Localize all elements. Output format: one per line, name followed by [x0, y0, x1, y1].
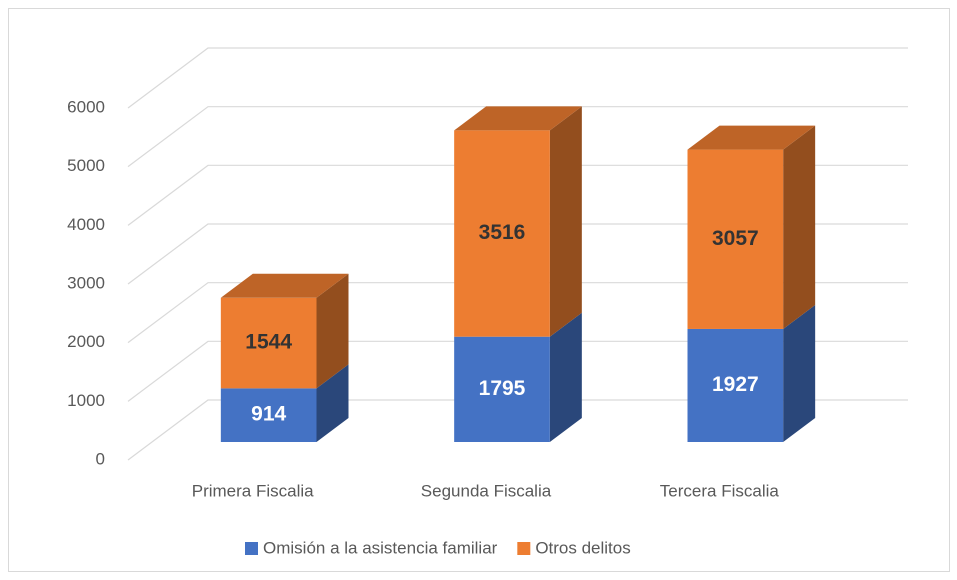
- y-tick-label: 2000: [67, 332, 105, 351]
- y-tick-label: 5000: [67, 156, 105, 175]
- data-label: 914: [251, 403, 286, 426]
- grid-line: [127, 282, 908, 344]
- bar: [687, 149, 784, 329]
- bar: [687, 328, 784, 442]
- bar-side: [316, 364, 349, 442]
- x-tick-label: Primera Fiscalia: [192, 481, 314, 500]
- bar: [454, 130, 550, 337]
- grid-line: [127, 399, 908, 461]
- bar-side: [783, 125, 816, 329]
- y-tick-label: 1000: [67, 391, 105, 410]
- bar-top: [454, 106, 582, 131]
- bar-top: [220, 273, 349, 298]
- legend-label: Otros delitos: [535, 538, 630, 557]
- bar-side: [316, 273, 349, 389]
- grid-line: [127, 164, 908, 226]
- bar-top: [687, 125, 816, 150]
- data-label: 1927: [712, 373, 759, 396]
- grid-line: [127, 223, 908, 285]
- bar-side: [549, 106, 582, 337]
- grid-line: [127, 106, 908, 168]
- bar: [220, 388, 317, 442]
- x-tick-label: Tercera Fiscalia: [660, 481, 780, 500]
- data-label: 1544: [245, 331, 292, 354]
- y-tick-label: 6000: [67, 97, 105, 116]
- y-tick-label: 4000: [67, 215, 105, 234]
- data-label: 3057: [712, 227, 759, 250]
- x-tick-label: Segunda Fiscalia: [421, 481, 552, 500]
- grid-line: [127, 340, 908, 402]
- bar-side: [783, 304, 816, 442]
- legend-label: Omisión a la asistencia familiar: [263, 538, 498, 557]
- grid-line: [127, 47, 908, 109]
- legend-swatch: [245, 542, 258, 555]
- y-tick-label: 3000: [67, 273, 105, 292]
- data-label: 1795: [479, 377, 526, 400]
- bar-side: [549, 312, 582, 442]
- y-tick-label: 0: [96, 449, 105, 468]
- legend-swatch: [517, 542, 531, 555]
- bar: [454, 336, 550, 442]
- data-label: 3516: [479, 221, 526, 244]
- bar: [220, 297, 317, 389]
